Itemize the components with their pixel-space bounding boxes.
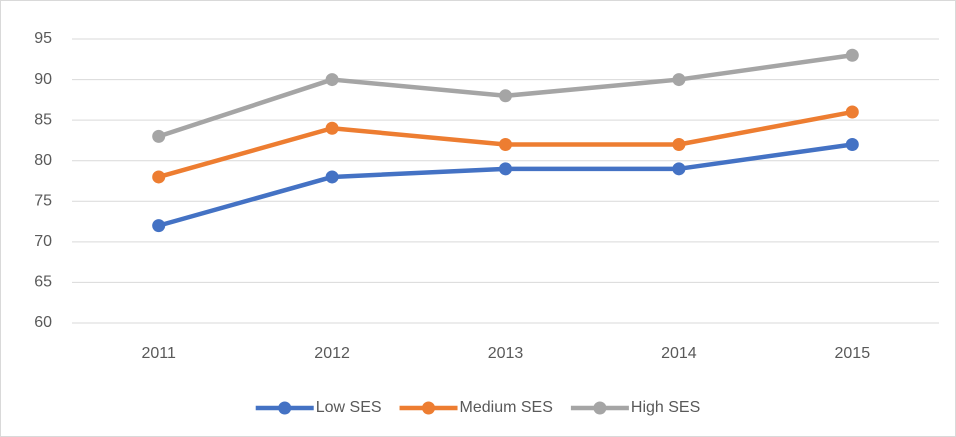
- data-point: [325, 121, 339, 135]
- y-tick-label: 65: [34, 274, 52, 291]
- data-point: [672, 162, 686, 176]
- legend-item: High SES: [570, 399, 700, 416]
- x-tick-label: 2012: [314, 345, 350, 362]
- y-tick-label: 90: [34, 71, 52, 88]
- data-point: [152, 219, 166, 233]
- legend-swatch-marker: [593, 401, 607, 415]
- data-point: [325, 73, 339, 87]
- x-tick-label: 2014: [661, 345, 697, 362]
- y-tick-label: 85: [34, 111, 52, 128]
- y-tick-label: 80: [34, 152, 52, 169]
- data-point: [672, 73, 686, 87]
- data-point: [499, 162, 512, 176]
- y-tick-label: 60: [34, 314, 52, 331]
- legend-item: Medium SES: [399, 399, 553, 416]
- data-point: [499, 137, 512, 151]
- y-tick-label: 95: [34, 30, 52, 47]
- legend-swatch-marker: [422, 401, 436, 415]
- data-point: [845, 137, 859, 151]
- x-tick-label: 2013: [488, 345, 524, 362]
- x-tick-label: 2011: [141, 345, 176, 362]
- data-point: [499, 89, 512, 103]
- y-tick-label: 70: [34, 233, 52, 250]
- data-point: [845, 48, 859, 62]
- data-point: [672, 137, 686, 151]
- x-tick-label: 2015: [835, 345, 871, 362]
- legend-label: Low SES: [316, 399, 382, 416]
- data-point: [845, 105, 859, 119]
- legend-label: Medium SES: [460, 399, 553, 416]
- y-tick-label: 75: [34, 193, 52, 210]
- data-point: [325, 170, 339, 184]
- legend-label: High SES: [631, 399, 700, 416]
- data-point: [152, 129, 166, 143]
- legend-swatch-marker: [278, 401, 292, 415]
- data-point: [152, 170, 166, 184]
- legend-item: Low SES: [255, 399, 382, 416]
